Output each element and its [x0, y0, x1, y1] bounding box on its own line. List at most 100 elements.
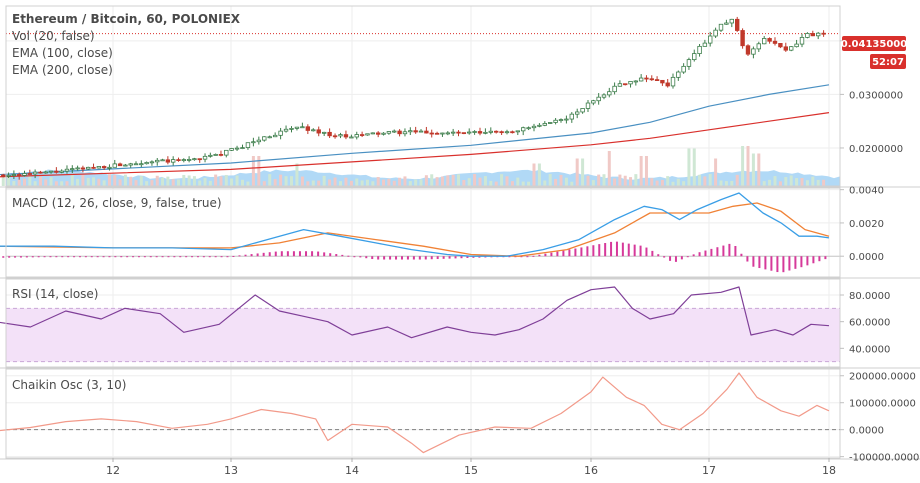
volume-bar-107	[575, 158, 579, 186]
candle-body-151	[810, 33, 815, 37]
candle-body-143	[767, 38, 772, 42]
macd-hist-bar-69	[412, 256, 415, 260]
macd-hist-bar-138	[824, 256, 827, 260]
volume-bar-23	[123, 174, 127, 186]
candle-body-149	[799, 37, 805, 45]
volume-bar-9	[49, 177, 53, 186]
macd-hist-bar-29	[173, 256, 176, 258]
macd-hist-bar-41	[244, 254, 247, 257]
macd-hist-bar-30	[179, 256, 182, 258]
macd-hist-bar-76	[454, 256, 457, 259]
legend-layer: Ethereum / Bitcoin, 60, POLONIEX Vol (20…	[12, 12, 241, 392]
candle-body-56	[300, 126, 305, 129]
volume-bar-80	[430, 174, 434, 186]
volume-bar-136	[730, 180, 734, 186]
candle-body-102	[548, 122, 553, 124]
candle-body-43	[229, 148, 234, 151]
candle-body-114	[612, 85, 617, 93]
candle-body-35	[186, 159, 192, 161]
macd-hist-bar-26	[155, 256, 158, 258]
macd-hist-bar-135	[806, 256, 809, 266]
volume-bar-35	[187, 175, 191, 186]
volume-bar-44	[235, 175, 239, 186]
candle-body-79	[424, 130, 429, 134]
volume-bar-73	[392, 180, 396, 186]
candle-body-4	[22, 173, 27, 176]
volume-bar-21	[113, 175, 117, 186]
macd-hist-bar-133	[794, 256, 797, 269]
volume-bar-151	[811, 176, 815, 186]
candle-body-38	[202, 155, 208, 160]
candle-body-93	[499, 131, 504, 134]
candle-body-36	[192, 158, 197, 161]
candle-body-11	[59, 170, 64, 173]
volume-bar-15	[81, 174, 85, 186]
candle-body-88	[472, 131, 477, 133]
candle-body-71	[381, 132, 386, 135]
volume-bar-75	[403, 176, 407, 186]
x-tick-16: 16	[584, 464, 598, 477]
candle-body-135	[724, 22, 729, 25]
volume-bar-104	[559, 174, 563, 186]
macd-hist-bar-25	[149, 256, 152, 258]
y-tick-chaikin-2: 0.0000	[849, 426, 884, 437]
volume-bar-95	[510, 181, 514, 186]
candle-body-152	[816, 32, 821, 37]
volume-bar-33	[176, 179, 180, 186]
candle-body-150	[805, 33, 810, 38]
x-tick-12: 12	[106, 464, 120, 477]
macd-hist-bar-51	[305, 251, 308, 257]
volume-bar-72	[387, 178, 391, 186]
macd-hist-bar-6	[37, 256, 40, 258]
volume-bar-12	[65, 181, 69, 186]
macd-hist-bar-18	[108, 256, 111, 258]
candle-body-96	[515, 130, 520, 133]
candle-body-63	[338, 134, 343, 137]
macd-hist-bar-88	[526, 256, 529, 258]
volume-bar-11	[60, 181, 64, 186]
volume-bar-64	[344, 177, 348, 186]
macd-hist-bar-126	[752, 256, 755, 267]
candle-body-94	[504, 131, 510, 134]
macd-hist-bar-0	[2, 256, 5, 258]
macd-hist-bar-5	[31, 256, 34, 258]
macd-hist-bar-128	[764, 256, 767, 270]
macd-hist-bar-125	[746, 256, 749, 262]
volume-bar-60	[322, 175, 326, 186]
volume-bar-150	[805, 180, 809, 186]
volume-bar-122	[655, 180, 659, 186]
pane-frames	[0, 5, 920, 460]
macd-hist-bar-123	[734, 246, 737, 257]
candle-body-13	[70, 168, 75, 171]
volume-bar-105	[564, 177, 568, 186]
volume-bar-100	[537, 163, 541, 186]
macd-hist-bar-57	[341, 254, 344, 257]
macd-hist-bar-131	[782, 256, 785, 273]
candle-body-145	[778, 43, 783, 48]
x-tick-18: 18	[822, 464, 836, 477]
candle-body-47	[251, 141, 256, 144]
macd-hist-bar-52	[311, 251, 314, 257]
x-tick-17: 17	[702, 464, 716, 477]
macd-hist-bar-62	[371, 256, 374, 260]
candle-body-90	[483, 131, 488, 134]
macd-hist-bar-31	[185, 256, 188, 258]
candle-body-85	[456, 131, 461, 134]
volume-bar-77	[414, 179, 418, 186]
volume-bar-90	[483, 176, 487, 186]
macd-legend: MACD (12, 26, close, 9, false, true)	[12, 196, 222, 210]
volume-bar-30	[161, 177, 165, 186]
candle-body-86	[461, 132, 467, 135]
macd-hist-bar-130	[776, 256, 779, 273]
volume-bar-114	[613, 178, 617, 186]
macd-hist-bar-9	[55, 256, 58, 258]
pane-frame-macd	[5, 187, 841, 278]
price-legend-ema100: EMA (100, close)	[12, 46, 113, 60]
candle-body-109	[585, 102, 591, 109]
candle-body-51	[272, 134, 278, 138]
volume-bar-29	[155, 175, 159, 186]
candle-body-61	[327, 131, 332, 137]
macd-hist-bar-132	[788, 256, 791, 271]
volume-bar-17	[92, 177, 96, 186]
